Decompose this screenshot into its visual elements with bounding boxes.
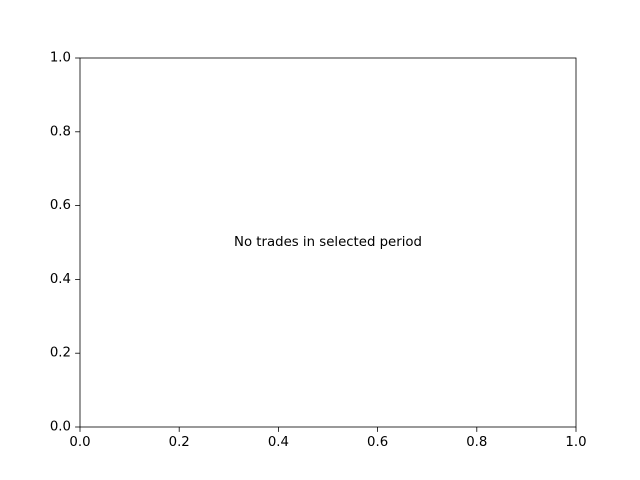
plot-area [79,57,577,428]
y-tick-label: 0.2 [50,346,71,361]
x-tick-label: 0.2 [169,435,190,450]
empty-state-annotation: No trades in selected period [234,235,422,250]
x-tick-label: 1.0 [565,435,586,450]
x-tick-label: 0.8 [466,435,487,450]
axes-frame [79,57,577,428]
y-axis: 0.0 0.2 0.4 0.6 0.8 1.0 [50,51,80,435]
x-axis: 0.0 0.2 0.4 0.6 0.8 1.0 [69,427,587,450]
y-tick-label: 0.6 [50,198,71,213]
x-tick-label: 0.4 [268,435,289,450]
x-tick-label: 0.6 [367,435,388,450]
y-tick-label: 1.0 [50,51,71,66]
y-tick-label: 0.8 [50,124,71,139]
x-tick-label: 0.0 [69,435,90,450]
y-tick-label: 0.4 [50,272,71,287]
y-tick-label: 0.0 [50,420,71,435]
